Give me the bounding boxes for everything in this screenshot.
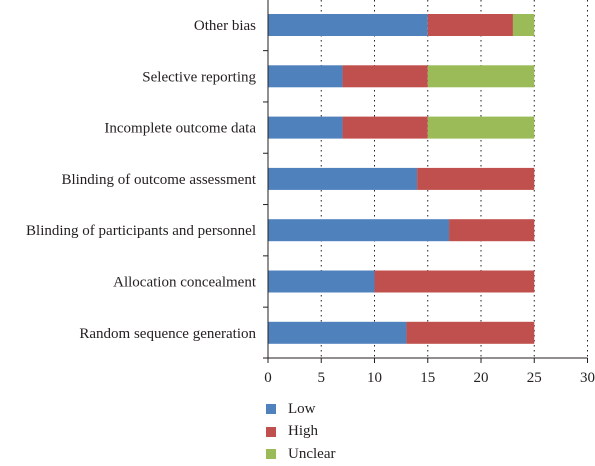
bars [268,14,535,344]
bar-segment-high [406,321,535,344]
legend-item-low: Low [266,398,335,421]
bar-segment-unclear [427,65,535,88]
category-label: Allocation concealment [113,275,257,291]
bar-segment-low [268,14,428,36]
bar-segment-low [268,65,343,88]
category-label: Incomplete outcome data [104,121,256,137]
bar-segment-high [427,14,513,36]
legend: Low High Unclear [266,398,335,466]
x-tick-label: 30 [580,370,595,386]
x-tick-labels: 0 5 10 15 20 25 30 [264,370,595,386]
bar-segment-high [417,167,535,190]
x-tick-label: 10 [367,370,382,386]
legend-label: Unclear [288,445,336,462]
legend-swatch [266,404,276,415]
bar-segment-high [342,65,428,88]
bar-segment-unclear [512,14,535,36]
category-label: Blinding of outcome assessment [61,172,256,188]
legend-item-unclear: Unclear [266,443,335,466]
category-label: Selective reporting [142,69,256,85]
bar-segment-low [268,219,450,242]
legend-item-high: High [266,421,335,444]
category-labels: Other bias Selective reporting Incomplete … [26,18,257,342]
legend-label: High [288,423,318,440]
x-tick-label: 25 [527,370,542,386]
bar-segment-low [268,270,375,293]
x-tick-label: 15 [420,370,435,386]
bar-segment-high [374,270,535,293]
legend-swatch [266,426,276,437]
legend-label: Low [288,400,316,417]
category-label: Random sequence generation [79,326,256,342]
x-tick-label: 0 [264,370,272,386]
category-label: Other bias [194,18,256,34]
bar-segment-high [342,116,428,139]
bar-segment-high [449,219,535,242]
x-tick-label: 5 [318,370,326,386]
bar-segment-low [268,116,343,139]
bar-segment-low [268,321,407,344]
axes [263,0,588,363]
bar-segment-low [268,167,418,190]
bar-segment-unclear [427,116,535,139]
legend-swatch [266,449,276,460]
category-label: Blinding of participants and personnel [26,223,256,239]
x-tick-label: 20 [474,370,489,386]
